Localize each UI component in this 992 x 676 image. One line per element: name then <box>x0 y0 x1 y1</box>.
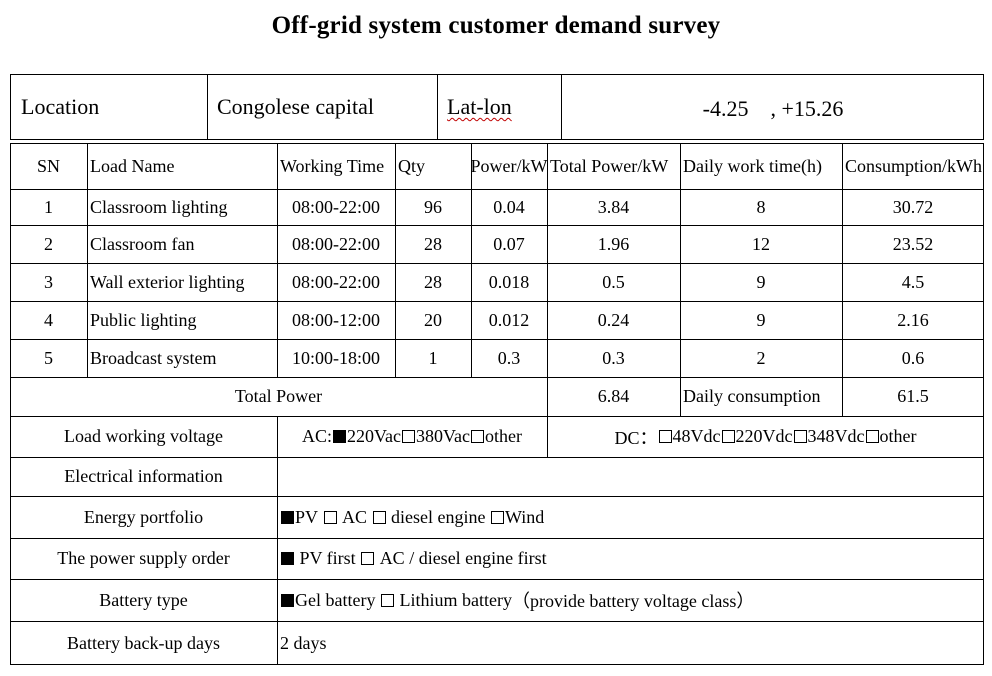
voltage-label: Load working voltage <box>64 426 223 446</box>
supply-order-options: PV first AC / diesel engine first <box>277 538 984 579</box>
table-row-consumption: 2.16 <box>897 309 929 330</box>
table-row-time: 08:00-22:00 <box>292 196 380 217</box>
table-row-name: Wall exterior lighting <box>90 271 245 292</box>
dc-348-checkbox[interactable] <box>793 430 807 443</box>
pv-checkbox[interactable] <box>281 510 294 524</box>
dc-other-checkbox[interactable] <box>865 430 879 443</box>
header-load-name: Load Name <box>90 155 175 176</box>
table-row-sn: 2 <box>44 233 53 254</box>
energy-portfolio-label: Energy portfolio <box>83 506 204 527</box>
ac-source-checkbox[interactable] <box>323 510 337 524</box>
table-row-total: 0.24 <box>597 309 630 330</box>
daily-consumption-value: 61.5 <box>897 386 929 406</box>
header-daily-work-time: Daily work time(h) <box>683 155 822 176</box>
table-row-name: Classroom lighting <box>90 196 228 217</box>
survey-table <box>10 143 984 665</box>
table-row-consumption: 23.52 <box>892 233 934 254</box>
table-row-qty: 96 <box>424 196 442 217</box>
table-row-sn: 1 <box>44 196 53 217</box>
header-total-power: Total Power/kW <box>550 155 669 176</box>
dc-220-checkbox[interactable] <box>721 430 735 443</box>
ac-first-checkbox[interactable] <box>361 552 375 565</box>
table-row-power: 0.012 <box>488 309 530 330</box>
daily-consumption-label: Daily consumption <box>683 386 821 406</box>
location-label: Location <box>21 94 100 119</box>
table-row-qty: 1 <box>428 347 438 368</box>
table-row-power: 0.3 <box>497 347 521 368</box>
table-row-qty: 20 <box>424 309 442 330</box>
table-row-total: 3.84 <box>597 196 630 217</box>
table-row-power: 0.07 <box>493 233 525 254</box>
table-row-qty: 28 <box>424 233 442 254</box>
battery-type-label: Battery type <box>99 589 188 610</box>
table-row-hours: 8 <box>756 196 766 217</box>
header-consumption: Consumption/kWh <box>845 155 983 176</box>
gel-battery-checkbox[interactable] <box>281 593 294 607</box>
energy-portfolio-options: PV AC diesel engine Wind <box>277 496 984 538</box>
header-qty: Qty <box>398 155 425 176</box>
table-row-hours: 9 <box>756 271 766 292</box>
table-row-sn: 3 <box>44 271 53 292</box>
backup-days-label: Battery back-up days <box>67 632 220 653</box>
table-row-power: 0.018 <box>488 271 530 292</box>
table-row-time: 08:00-12:00 <box>292 309 380 330</box>
location-value: Congolese capital <box>217 94 375 119</box>
table-row-hours: 9 <box>756 309 766 330</box>
table-row-power: 0.04 <box>493 196 525 217</box>
table-row-sn: 4 <box>44 309 53 330</box>
table-row-name: Classroom fan <box>90 233 195 254</box>
backup-days-value[interactable]: 2 days <box>280 632 327 653</box>
table-row-total: 0.3 <box>602 347 625 368</box>
table-row-consumption: 30.72 <box>892 196 934 217</box>
latlon-value: -4.25 , +15.26 <box>702 96 844 121</box>
table-row-total: 1.96 <box>597 233 630 254</box>
table-row-sn: 5 <box>44 347 53 368</box>
header-power: Power/kW <box>471 155 547 176</box>
dc-48-checkbox[interactable] <box>658 430 672 443</box>
ac-voltage-options: AC: 220Vac 380Vac other <box>302 426 522 446</box>
dc-voltage-options: DC： 48Vdc 220Vdc 348Vdc other <box>614 426 917 448</box>
table-row-time: 08:00-22:00 <box>292 233 380 254</box>
header-sn: SN <box>36 155 60 176</box>
total-power-label: Total Power <box>234 386 323 406</box>
latlon-label: Lat-lon <box>447 94 512 119</box>
table-row-qty: 28 <box>424 271 442 292</box>
table-row-name: Broadcast system <box>90 347 217 368</box>
table-row-time: 10:00-18:00 <box>292 347 380 368</box>
table-row-hours: 12 <box>752 233 770 254</box>
lithium-battery-checkbox[interactable] <box>380 593 394 607</box>
supply-order-label: The power supply order <box>57 548 230 568</box>
total-power-value: 6.84 <box>597 386 630 406</box>
ac-220-checkbox[interactable] <box>333 430 347 443</box>
table-row-consumption: 0.6 <box>901 347 925 368</box>
electrical-info-label: Electrical information <box>64 466 223 486</box>
pv-first-checkbox[interactable] <box>281 552 294 565</box>
wind-checkbox[interactable] <box>491 510 504 524</box>
ac-other-checkbox[interactable] <box>471 430 484 443</box>
table-row-name: Public lighting <box>90 309 197 330</box>
battery-type-options: Gel battery Lithium battery （provide batt… <box>277 579 984 621</box>
table-row-hours: 2 <box>756 347 766 368</box>
page-title: Off-grid system customer demand survey <box>271 12 721 39</box>
diesel-checkbox[interactable] <box>372 510 386 524</box>
location-box <box>10 74 984 140</box>
table-row-time: 08:00-22:00 <box>292 271 380 292</box>
table-row-total: 0.5 <box>602 271 625 292</box>
ac-380-checkbox[interactable] <box>402 430 416 443</box>
table-row-consumption: 4.5 <box>901 271 925 292</box>
header-working-time: Working Time <box>280 155 385 176</box>
electrical-info-value[interactable] <box>277 457 984 496</box>
